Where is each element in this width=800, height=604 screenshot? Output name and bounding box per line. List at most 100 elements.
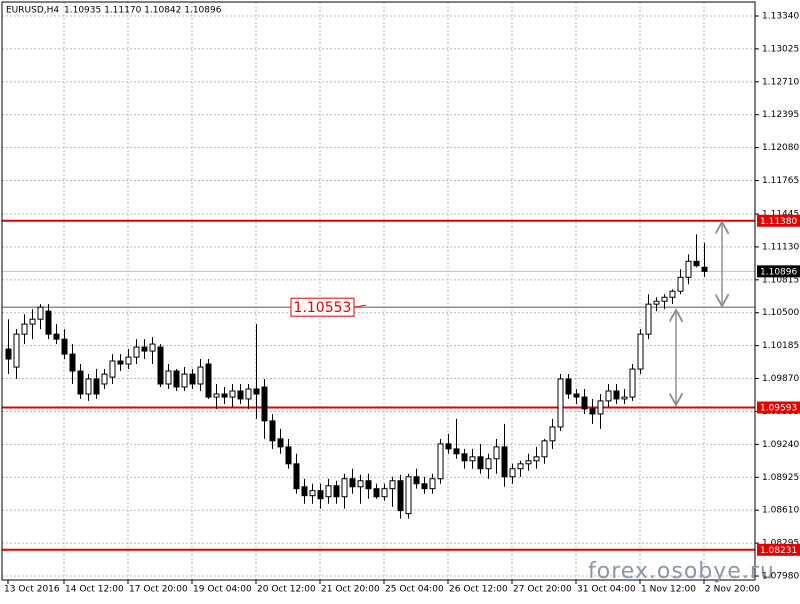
candle-body xyxy=(573,393,580,398)
x-tick-label: 17 Oct 20:00 xyxy=(129,585,188,595)
candle-body xyxy=(245,388,252,400)
candle-body xyxy=(453,448,460,455)
candle-body xyxy=(309,490,316,497)
candle-body xyxy=(149,343,156,352)
candle-body xyxy=(477,456,484,470)
candle-body xyxy=(197,366,204,385)
y-tick-label: 1.12080 xyxy=(762,143,799,153)
annotation-label: 1.10553 xyxy=(294,300,352,316)
candle-body xyxy=(685,260,692,278)
candle-body xyxy=(157,346,164,385)
candle-body xyxy=(261,386,268,422)
candle-body xyxy=(269,420,276,442)
last-price-label: 1.10896 xyxy=(760,267,797,277)
candle-body xyxy=(301,486,308,497)
x-tick-label: 25 Oct 04:00 xyxy=(385,585,444,595)
candle-body xyxy=(365,480,372,490)
candle-body xyxy=(445,443,452,450)
level-tag xyxy=(757,214,800,227)
candle-body xyxy=(29,318,36,325)
x-tick-label: 20 Oct 12:00 xyxy=(257,585,316,595)
candle-body xyxy=(413,476,420,485)
candle-body xyxy=(389,480,396,490)
candle-body xyxy=(349,478,356,488)
candle-body xyxy=(85,378,92,395)
candle-body xyxy=(181,373,188,388)
watermark: forex.osobye.ru xyxy=(588,559,775,584)
candle-body xyxy=(125,356,132,365)
candle-body xyxy=(613,390,620,400)
candle-body xyxy=(589,408,596,415)
candle-body xyxy=(501,446,508,478)
x-tick-label: 26 Oct 12:00 xyxy=(449,585,508,595)
candle-body xyxy=(325,485,332,498)
candle-body xyxy=(541,440,548,458)
level-tag xyxy=(757,401,800,414)
candle-body xyxy=(69,353,76,372)
candle-body xyxy=(165,370,172,385)
candle-body xyxy=(677,276,684,292)
y-tick-label: 1.07980 xyxy=(762,572,799,582)
candle-body xyxy=(549,426,556,442)
candle-body xyxy=(357,480,364,488)
candle-body xyxy=(509,468,516,478)
candle-body xyxy=(293,463,300,490)
candle-body xyxy=(557,378,564,428)
candle-body xyxy=(461,453,468,462)
y-tick-label: 1.10500 xyxy=(762,308,799,318)
y-tick-label: 1.11445 xyxy=(762,209,799,219)
candle-body xyxy=(581,396,588,410)
last-price-tag xyxy=(757,265,800,278)
y-tick-label: 1.13025 xyxy=(762,44,799,54)
y-tick-label: 1.12710 xyxy=(762,77,799,87)
plot: 1.10553 xyxy=(2,219,755,551)
candle-body xyxy=(53,333,60,340)
candle-body xyxy=(397,480,404,512)
candle-body xyxy=(173,370,180,388)
candle-body xyxy=(277,438,284,448)
candle-body xyxy=(405,476,412,515)
candle-body xyxy=(637,333,644,370)
candle-body xyxy=(693,260,700,267)
candle-body xyxy=(341,478,348,498)
candle-body xyxy=(317,490,324,500)
candle-body xyxy=(533,456,540,462)
candle-body xyxy=(117,360,124,365)
candle-body xyxy=(621,396,628,400)
level-label: 1.08231 xyxy=(760,546,797,556)
candle-body xyxy=(101,373,108,385)
candle-body xyxy=(37,306,44,320)
candle-body xyxy=(381,488,388,498)
y-tick-label: 1.09870 xyxy=(762,374,799,384)
candle-body xyxy=(141,346,148,352)
candle-body xyxy=(205,363,212,398)
candle-body xyxy=(661,296,668,302)
candle-body xyxy=(285,446,292,465)
candle-body xyxy=(421,483,428,490)
candle-body xyxy=(21,323,28,335)
y-tick-label: 1.11765 xyxy=(762,176,799,186)
annotation-leader xyxy=(353,304,367,308)
plot-frame xyxy=(1,1,756,581)
candle-body xyxy=(565,378,572,395)
y-tick-label: 1.08610 xyxy=(762,506,799,516)
candle-body xyxy=(253,388,260,395)
ohlc-readout: 1.10935 1.11170 1.10842 1.10896 xyxy=(64,6,222,16)
x-tick-label: 19 Oct 04:00 xyxy=(193,585,252,595)
y-tick-label: 1.09240 xyxy=(762,440,799,450)
y-tick-label: 1.10185 xyxy=(762,341,799,351)
x-tick-label: 2 Nov 20:00 xyxy=(705,585,760,595)
candle-body xyxy=(437,443,444,480)
candle-body xyxy=(605,390,612,402)
candle-body xyxy=(645,303,652,335)
level-tag xyxy=(757,543,800,556)
candle-body xyxy=(109,360,116,378)
candle-body xyxy=(701,266,708,272)
candle-body xyxy=(5,348,12,360)
y-tick-label: 1.11130 xyxy=(762,242,799,252)
candle-body xyxy=(333,485,340,498)
y-tick-label: 1.12395 xyxy=(762,110,799,120)
x-tick-label: 21 Oct 20:00 xyxy=(321,585,380,595)
candle-body xyxy=(469,456,476,462)
y-tick-label: 1.10815 xyxy=(762,275,799,285)
